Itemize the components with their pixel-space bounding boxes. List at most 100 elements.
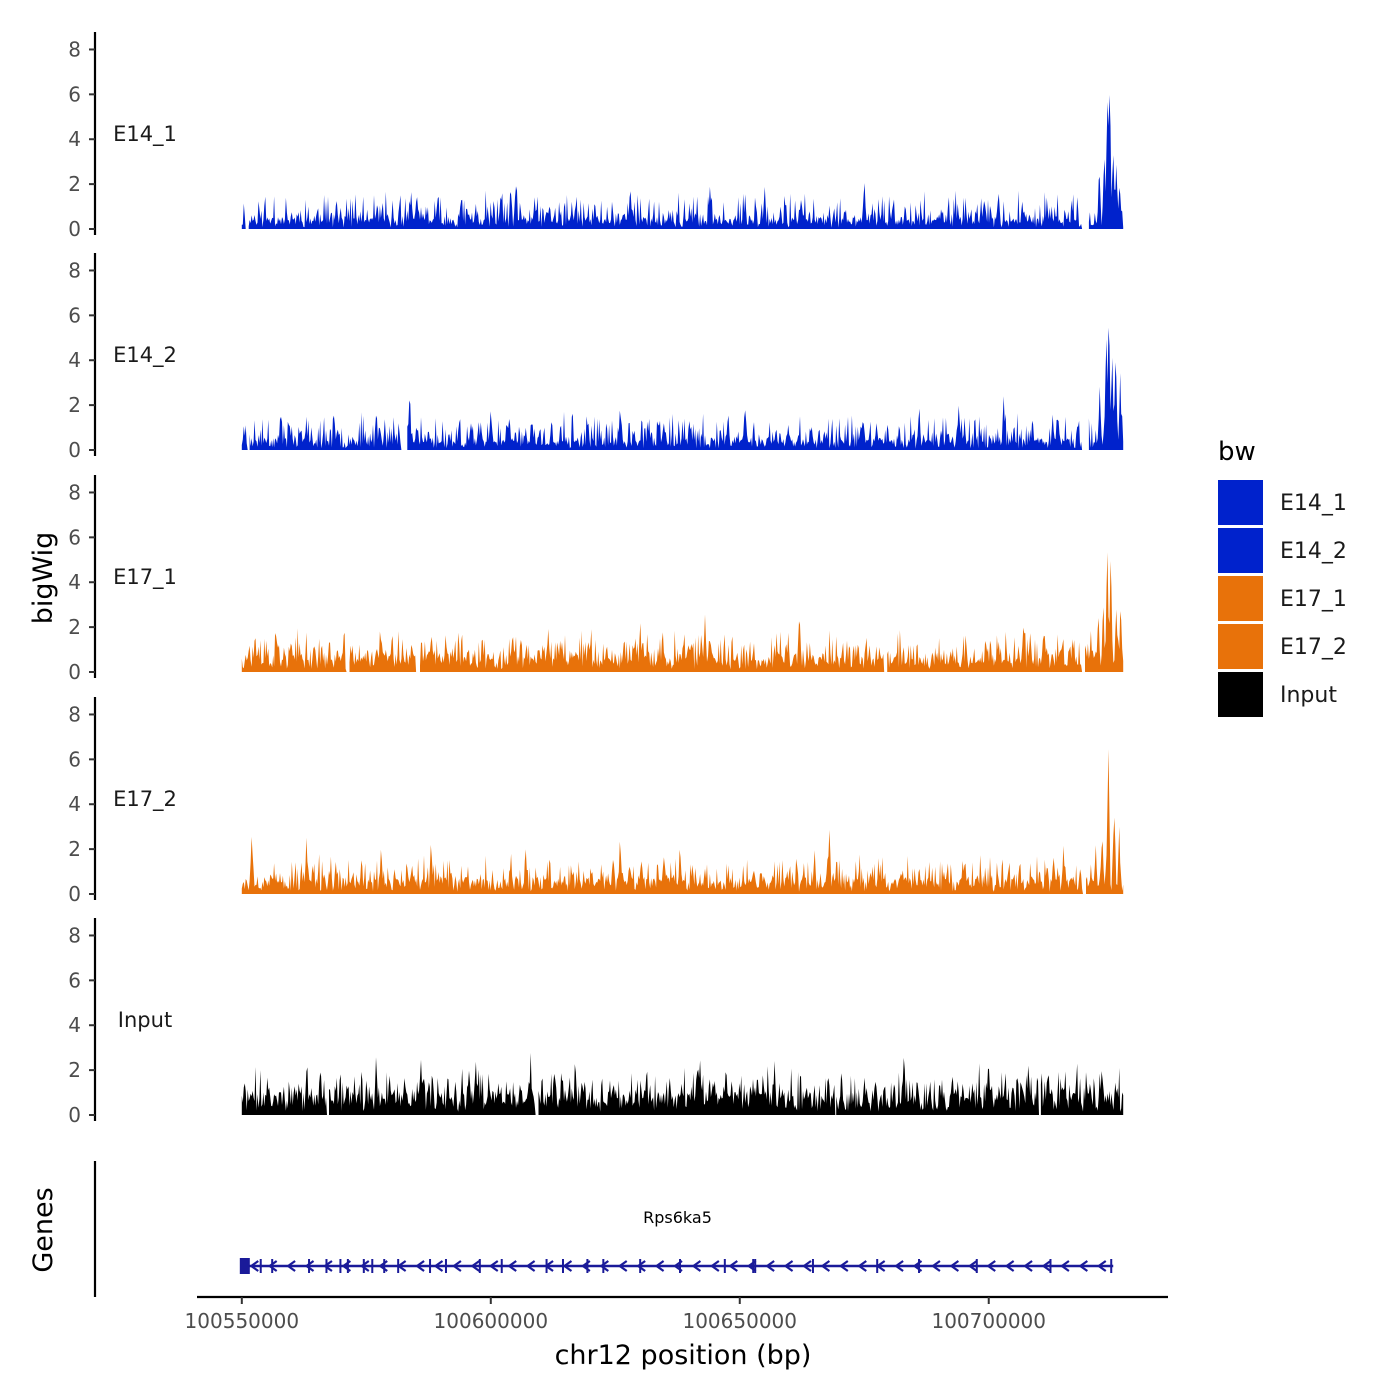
gene-exon [561, 1259, 564, 1273]
track-label: E17_2 [113, 787, 177, 812]
legend-label-E17_1: E17_1 [1280, 587, 1347, 612]
strand-arrow [304, 1260, 315, 1272]
track-E17_1: 0 2 4 6 8 E17_1 [68, 475, 1124, 684]
strand-arrow [525, 1260, 536, 1272]
strand-arrow [433, 1260, 444, 1272]
strand-arrow [470, 1260, 480, 1272]
x-tick-label: 100550000 [185, 1309, 300, 1333]
y-tick-label: 0 [68, 882, 81, 906]
gene-exon [723, 1259, 726, 1273]
strand-arrow [562, 1260, 573, 1272]
y-tick-label: 8 [68, 37, 81, 61]
gene-exon [429, 1259, 432, 1273]
legend-label-E17_2: E17_2 [1280, 635, 1347, 660]
track-Input: 0 2 4 6 8 Input [68, 918, 1124, 1127]
bigwig-tracks: 0 2 4 6 8 E14_1 0 2 4 6 8 E14_2 0 2 4 6 8 E17_1 0 2 4 6 8 E17_2… [68, 32, 1124, 1127]
gene-exon [444, 1259, 447, 1273]
legend-swatch-E17_2 [1218, 624, 1263, 669]
legend-label-Input: Input [1280, 683, 1337, 708]
strand-arrow [838, 1260, 849, 1272]
legend-label-E14_2: E14_2 [1280, 539, 1347, 564]
strand-arrow [967, 1260, 978, 1272]
y-tick-label: 4 [68, 348, 81, 372]
y-tick-label: 2 [68, 1058, 81, 1082]
gene-exon [308, 1259, 311, 1273]
gene-exon [346, 1259, 349, 1273]
gene-exon [339, 1259, 342, 1273]
gene-exon [975, 1259, 978, 1273]
strand-arrow [599, 1260, 609, 1272]
strand-arrow [709, 1260, 720, 1272]
track-label: E17_1 [113, 565, 177, 590]
signal-area-Input [241, 1052, 1124, 1115]
strand-arrow [488, 1260, 499, 1272]
gene-exon [371, 1259, 374, 1273]
y-tick-label: 6 [68, 82, 81, 106]
y-tick-label: 2 [68, 837, 81, 861]
y-tick-label: 0 [68, 438, 81, 462]
gene-exon [639, 1259, 642, 1273]
legend-swatch-E14_2 [1218, 528, 1263, 573]
gene-exon [876, 1259, 879, 1273]
x-axis-title: chr12 position (bp) [555, 1340, 812, 1371]
strand-arrow [654, 1260, 665, 1272]
strand-arrow [286, 1260, 296, 1272]
gene-exon [752, 1259, 755, 1273]
y-tick-label: 6 [68, 968, 81, 992]
track-E14_2: 0 2 4 6 8 E14_2 [68, 253, 1124, 462]
gene-exon [362, 1259, 365, 1273]
track-label: E14_1 [113, 122, 177, 147]
strand-arrow [636, 1260, 646, 1272]
strand-arrow [802, 1260, 812, 1272]
gene-exon [754, 1259, 757, 1273]
track-E17_2: 0 2 4 6 8 E17_2 [68, 697, 1124, 906]
gene-exon [811, 1259, 814, 1273]
strand-arrow [249, 1260, 259, 1272]
y-tick-label: 0 [68, 660, 81, 684]
legend-swatch-E14_1 [1218, 480, 1263, 525]
legend-swatch-Input [1218, 672, 1263, 717]
strand-arrow [1041, 1260, 1052, 1272]
strand-arrow [728, 1260, 738, 1272]
legend-label-E14_1: E14_1 [1280, 491, 1347, 516]
strand-arrow [1004, 1260, 1015, 1272]
gene-track: Rps6ka5 [93, 1161, 1114, 1297]
x-tick-label: 100700000 [931, 1309, 1046, 1333]
strand-arrow [949, 1260, 960, 1272]
genes-axis-title: Genes [28, 1187, 59, 1272]
strand-arrow [857, 1260, 867, 1272]
y-tick-label: 4 [68, 792, 81, 816]
gene-exon [602, 1259, 605, 1273]
gene-exon [1110, 1259, 1113, 1273]
gene-exon [918, 1259, 921, 1273]
y-tick-label: 4 [68, 127, 81, 151]
gene-exon [325, 1259, 328, 1273]
strand-arrow [894, 1260, 904, 1272]
signal-area-E14_1 [241, 95, 1124, 229]
signal-area-E17_1 [241, 552, 1124, 672]
y-tick-label: 2 [68, 393, 81, 417]
strand-arrow [765, 1260, 775, 1272]
gene-exon [383, 1259, 386, 1273]
x-tick-label: 100650000 [682, 1309, 797, 1333]
y-tick-label: 2 [68, 615, 81, 639]
strand-arrow [1096, 1260, 1107, 1272]
strand-arrow [691, 1260, 702, 1272]
strand-arrow [820, 1260, 831, 1272]
gene-exon [586, 1259, 589, 1273]
gene-exon [500, 1259, 503, 1273]
track-label: E14_2 [113, 343, 177, 368]
track-E14_1: 0 2 4 6 8 E14_1 [68, 32, 1124, 241]
strand-arrow [415, 1260, 425, 1272]
signal-area-E17_2 [241, 749, 1124, 894]
y-tick-label: 6 [68, 525, 81, 549]
track-label: Input [118, 1008, 172, 1032]
strand-arrow [507, 1260, 517, 1272]
y-tick-label: 0 [68, 1103, 81, 1127]
gene-exon [679, 1259, 682, 1273]
y-axis-title: bigWig [28, 532, 59, 625]
legend-title: bw [1218, 437, 1256, 467]
strand-arrow [1078, 1260, 1088, 1272]
strand-arrow [783, 1260, 794, 1272]
